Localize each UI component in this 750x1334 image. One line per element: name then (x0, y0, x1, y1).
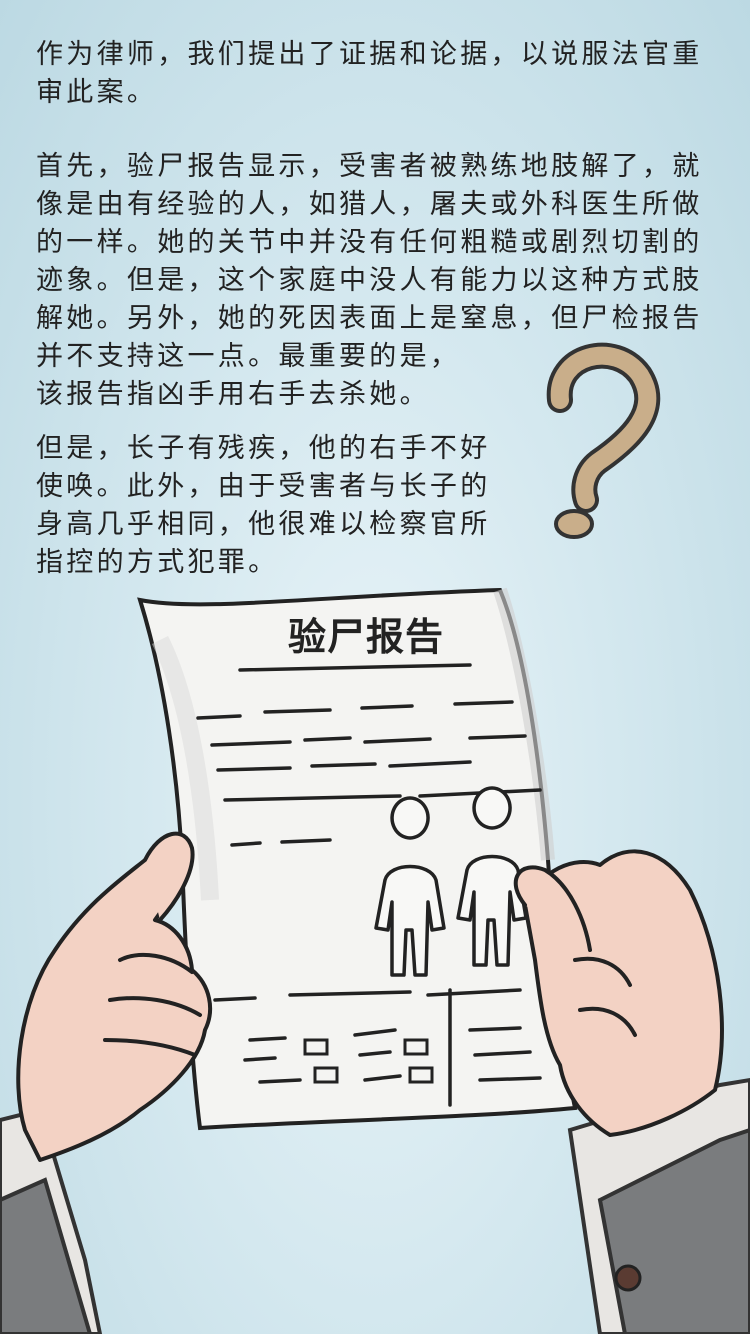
right-hand (513, 849, 724, 1137)
question-mark-icon: ? (546, 342, 661, 539)
story-paragraph-2: 首先，验尸报告显示，受害者被熟练地肢解了，就 像是由有经验的人，如猎人，屠夫或外… (36, 151, 703, 410)
cufflink-icon (614, 1264, 642, 1292)
report-title: 验尸报告 (288, 615, 444, 659)
left-hand (16, 831, 213, 1162)
report-text-lines (196, 663, 542, 1107)
story-paragraph-3: 但是，长子有残疾，他的右手不好 使唤。此外，由于受害者与长子的 身高几乎相同，他… (36, 433, 491, 578)
story-paragraph-1: 作为律师，我们提出了证据和论据，以说服法官重 审此案。 (36, 39, 703, 108)
person-figure-icon (374, 796, 446, 977)
report-boxes (303, 1038, 434, 1084)
autopsy-report-paper: 验尸报告 (137, 587, 578, 1131)
